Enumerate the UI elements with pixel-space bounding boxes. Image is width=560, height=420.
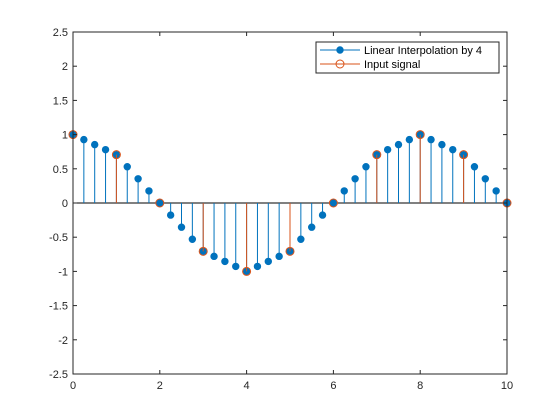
stem-marker [481, 175, 489, 183]
x-tick-label: 6 [330, 380, 336, 392]
stem-marker [340, 187, 348, 195]
stem-marker [449, 145, 457, 154]
stem-marker [177, 223, 186, 231]
x-tick-label: 2 [157, 380, 163, 392]
stem-marker [275, 252, 283, 261]
stem-marker [232, 262, 240, 271]
stem-marker [166, 211, 175, 219]
stem-marker [156, 199, 164, 207]
y-tick-label: 1 [62, 130, 68, 142]
stem-marker [111, 150, 121, 160]
y-tick-label: 2.5 [53, 27, 68, 39]
stem-marker [188, 235, 197, 243]
y-tick-label: 1.5 [53, 95, 68, 107]
series-interpolated [69, 130, 511, 276]
y-tick-label: 0 [62, 198, 68, 210]
legend-box [315, 41, 500, 74]
stem-marker [362, 163, 370, 171]
stem-marker [394, 140, 403, 149]
y-tick-label: 2 [62, 61, 68, 73]
stem-marker [80, 135, 88, 144]
stem-marker [221, 257, 229, 266]
y-tick-label: -2.5 [49, 369, 68, 381]
series-layer [68, 130, 512, 276]
stem-marker [492, 187, 500, 195]
stem-marker [253, 262, 262, 271]
legend-marker [335, 59, 345, 69]
stem-marker [198, 246, 208, 256]
x-tick-label: 10 [501, 380, 513, 392]
y-tick-label: -0.5 [49, 232, 68, 244]
stem-marker [470, 163, 479, 171]
stem-marker [427, 135, 435, 144]
stem-marker [318, 211, 327, 219]
stem-marker [438, 140, 446, 149]
stem-marker [297, 235, 305, 243]
legend-marker [336, 46, 344, 54]
stem-marker [459, 150, 469, 160]
stem-marker [308, 223, 316, 231]
stem-marker [405, 135, 414, 144]
stem-marker [285, 246, 295, 256]
y-tick-label: -2 [58, 335, 68, 347]
x-tick-label: 8 [417, 380, 423, 392]
legend-label: Input signal [364, 59, 420, 71]
stem-marker [264, 257, 272, 266]
y-tick-label: 0.5 [53, 164, 68, 176]
stem-marker [210, 252, 218, 261]
stem-marker [134, 175, 142, 183]
legend-label: Linear Interpolation by 4 [364, 45, 482, 57]
stem-marker [372, 150, 382, 160]
stem-marker [145, 187, 153, 195]
y-tick-label: -1.5 [49, 301, 68, 313]
x-tick-label: 0 [70, 380, 76, 392]
axes: 0 2 4 6 8 10 -2.5 -2 -1.5 -1 -0.5 0 0.5 1 1.5 2 2.5 [49, 27, 513, 392]
y-tick-label: -1 [58, 266, 68, 278]
stem-marker [328, 198, 338, 208]
stem-marker [101, 145, 110, 154]
stem-marker [123, 163, 131, 171]
stem-marker [329, 199, 338, 207]
stem-marker [155, 198, 165, 208]
stem-marker [415, 130, 425, 140]
stem-marker [351, 175, 359, 183]
stem-marker [383, 145, 392, 154]
stem-marker [242, 266, 252, 276]
legend: Linear Interpolation by 4 Input signal [315, 41, 500, 74]
stem-marker [91, 140, 99, 149]
x-tick-label: 4 [244, 380, 250, 392]
